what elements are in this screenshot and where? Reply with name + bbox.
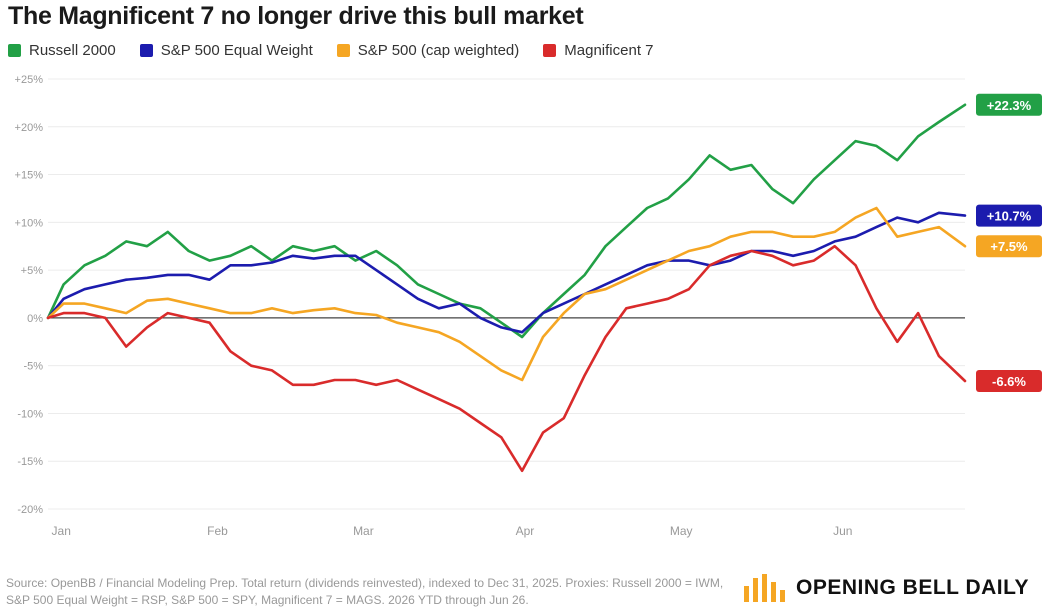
y-tick-label: -5% (23, 361, 43, 373)
end-label-badge (976, 93, 1042, 116)
end-label-badge (976, 235, 1042, 258)
brand-name: OPENING BELL DAILY (796, 576, 1030, 599)
chart-title: The Magnificent 7 no longer drive this b… (8, 2, 584, 30)
x-tick-label: May (670, 524, 693, 538)
x-tick-label: Jan (52, 524, 71, 538)
legend-item-magnificent-7[interactable]: Magnificent 7 (543, 42, 654, 59)
legend-item-sp500-cap-weighted[interactable]: S&P 500 (cap weighted) (336, 42, 520, 59)
series-line-russell-2000 (46, 103, 967, 339)
legend-item-russell-2000[interactable]: Russell 2000 (8, 42, 116, 59)
series-line-s-p-500-equal-weight (46, 211, 967, 334)
y-tick-label: +25% (15, 74, 44, 86)
x-tick-label: Mar (353, 524, 374, 538)
legend-label: Magnificent 7 (564, 42, 654, 59)
y-tick-label: +20% (15, 122, 44, 134)
end-label-text: -6.6% (992, 374, 1026, 389)
legend-swatch-russell-2000 (8, 44, 21, 57)
y-tick-label: +10% (15, 217, 44, 229)
legend-swatch-sp500-cap-weighted (336, 44, 350, 57)
y-tick-label: 0% (27, 313, 43, 325)
legend-swatch-sp500-equal-weight (139, 44, 153, 57)
end-label-badge (976, 204, 1042, 227)
legend-label: Russell 2000 (29, 42, 116, 59)
bar-chart-logo-icon (744, 574, 785, 602)
end-label-text: +7.5% (990, 239, 1028, 254)
legend-item-sp500-equal-weight[interactable]: S&P 500 Equal Weight (139, 42, 313, 59)
y-tick-label: +5% (21, 265, 44, 277)
y-tick-label: -20% (17, 504, 43, 516)
brand: OPENING BELL DAILY (742, 572, 1029, 602)
y-tick-label: -10% (17, 408, 43, 420)
end-label-text: +10.7% (987, 209, 1032, 224)
x-tick-label: Apr (516, 524, 535, 538)
y-tick-label: +15% (15, 170, 44, 182)
line-chart: +25% +20% +15% +10% +5% 0% -5% -10% -15% -20% Jan F… (15, 74, 1042, 538)
end-label-text: +22.3% (987, 98, 1032, 113)
series-line-s-p-500-cap-weighted- (46, 206, 967, 382)
legend-label: S&P 500 (cap weighted) (357, 42, 520, 59)
y-tick-label: -15% (17, 456, 43, 468)
series-line-magnificent-7 (46, 244, 967, 473)
x-tick-label: Feb (207, 524, 228, 538)
end-label-badge (976, 369, 1042, 392)
x-tick-label: Jun (833, 524, 852, 538)
legend-label: S&P 500 Equal Weight (160, 42, 313, 59)
legend-swatch-magnificent-7 (543, 44, 557, 57)
legend: Russell 2000 S&P 500 Equal Weight S&P 50… (8, 42, 654, 59)
